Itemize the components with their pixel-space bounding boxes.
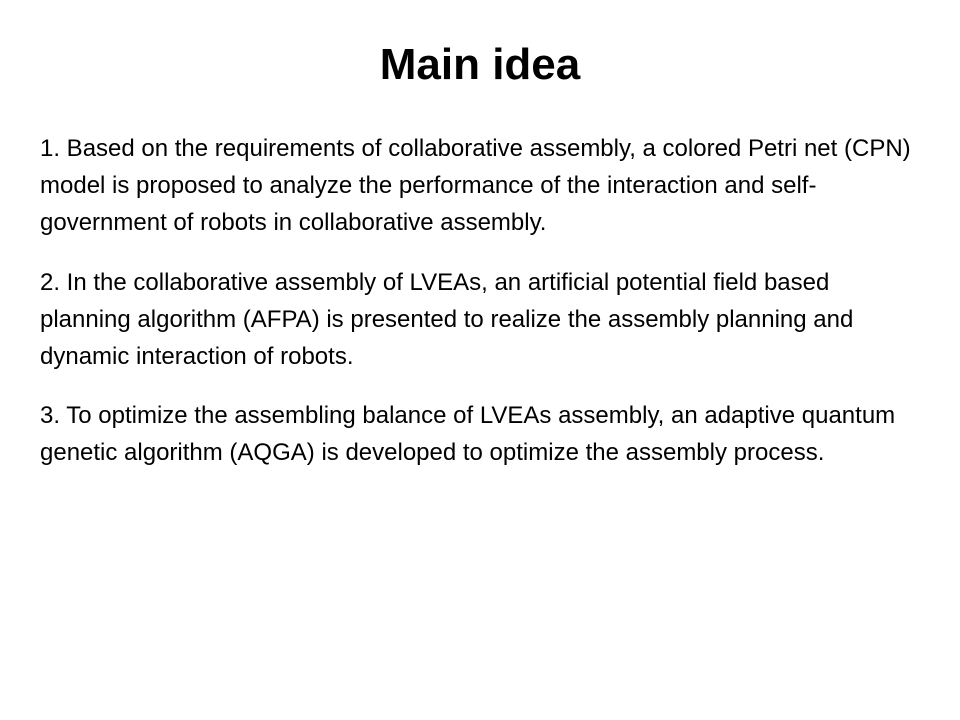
paragraph-3: 3. To optimize the assembling balance of…: [40, 397, 920, 471]
paragraph-1: 1. Based on the requirements of collabor…: [40, 130, 920, 242]
paragraph-2: 2. In the collaborative assembly of LVEA…: [40, 264, 920, 376]
slide-title: Main idea: [40, 40, 920, 90]
